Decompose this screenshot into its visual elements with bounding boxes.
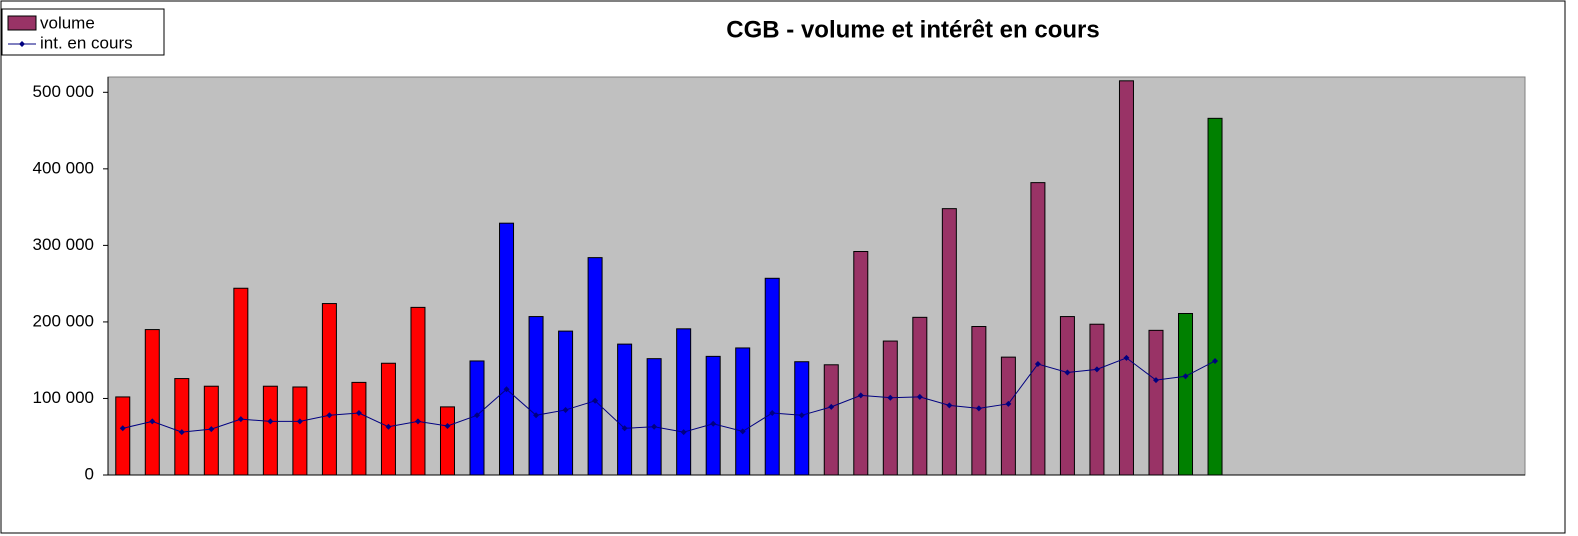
plot-area bbox=[107, 76, 1526, 476]
bar bbox=[292, 386, 308, 476]
y-tick-label: 100 000 bbox=[33, 388, 94, 407]
marker bbox=[857, 392, 864, 399]
marker bbox=[267, 418, 274, 425]
marker bbox=[975, 405, 982, 412]
bar bbox=[1089, 323, 1105, 476]
marker bbox=[1123, 354, 1130, 361]
bar bbox=[558, 330, 574, 476]
y-tick-label: 400 000 bbox=[33, 158, 94, 177]
marker bbox=[414, 418, 421, 425]
bar bbox=[794, 361, 810, 476]
bar bbox=[646, 358, 662, 476]
bar bbox=[380, 362, 396, 476]
bar bbox=[882, 340, 898, 476]
y-tick-label: 200 000 bbox=[33, 311, 94, 330]
marker bbox=[1152, 377, 1159, 384]
marker bbox=[739, 428, 746, 435]
bar bbox=[705, 355, 721, 476]
marker bbox=[680, 429, 687, 436]
bar bbox=[115, 396, 131, 476]
legend-label: int. en cours bbox=[40, 33, 133, 52]
marker bbox=[1034, 361, 1041, 368]
y-tick-label: 500 000 bbox=[33, 82, 94, 101]
bar bbox=[262, 385, 278, 476]
y-tick-label: 0 bbox=[85, 464, 94, 483]
bar bbox=[853, 251, 869, 476]
marker bbox=[828, 403, 835, 410]
bar bbox=[410, 306, 426, 476]
bar bbox=[764, 277, 780, 476]
marker bbox=[1005, 400, 1012, 407]
marker bbox=[562, 406, 569, 413]
marker bbox=[503, 386, 510, 393]
y-tick-label: 300 000 bbox=[33, 235, 94, 254]
marker bbox=[444, 423, 451, 430]
marker bbox=[149, 418, 156, 425]
bar bbox=[1178, 313, 1194, 476]
marker bbox=[385, 423, 392, 430]
bar bbox=[587, 257, 603, 476]
bar bbox=[1118, 80, 1134, 476]
marker bbox=[592, 397, 599, 404]
marker bbox=[119, 425, 126, 432]
marker bbox=[296, 418, 303, 425]
marker bbox=[533, 412, 540, 419]
marker bbox=[1212, 357, 1219, 364]
marker bbox=[946, 402, 953, 409]
marker bbox=[621, 425, 628, 432]
bar bbox=[1148, 329, 1164, 476]
bar bbox=[735, 347, 751, 476]
bar bbox=[676, 328, 692, 476]
marker bbox=[355, 410, 362, 417]
marker bbox=[1064, 369, 1071, 376]
legend-swatch bbox=[7, 15, 37, 31]
bar bbox=[351, 381, 367, 476]
chart-title: CGB - volume et intérêt en cours bbox=[726, 16, 1099, 43]
marker bbox=[178, 429, 185, 436]
bar bbox=[971, 326, 987, 476]
legend-label: volume bbox=[40, 13, 95, 32]
bar bbox=[941, 208, 957, 476]
marker bbox=[1182, 373, 1189, 380]
bar bbox=[439, 406, 455, 476]
bar bbox=[499, 222, 515, 476]
marker bbox=[887, 394, 894, 401]
bar bbox=[1059, 316, 1075, 476]
marker bbox=[769, 410, 776, 417]
marker bbox=[208, 426, 215, 433]
marker bbox=[710, 420, 717, 427]
marker bbox=[651, 423, 658, 430]
bar bbox=[1000, 356, 1016, 476]
marker bbox=[916, 393, 923, 400]
bar bbox=[233, 287, 249, 476]
bar bbox=[144, 329, 160, 476]
marker bbox=[326, 412, 333, 419]
bar bbox=[528, 316, 544, 476]
marker bbox=[1093, 366, 1100, 373]
bar bbox=[1207, 117, 1223, 476]
bar bbox=[617, 343, 633, 476]
bar bbox=[823, 364, 839, 476]
bar bbox=[1030, 182, 1046, 476]
marker bbox=[237, 416, 244, 423]
marker bbox=[474, 412, 481, 419]
line bbox=[122, 357, 1216, 433]
marker bbox=[798, 412, 805, 419]
legend-marker bbox=[19, 41, 25, 47]
bar bbox=[174, 378, 190, 476]
bar bbox=[321, 303, 337, 476]
